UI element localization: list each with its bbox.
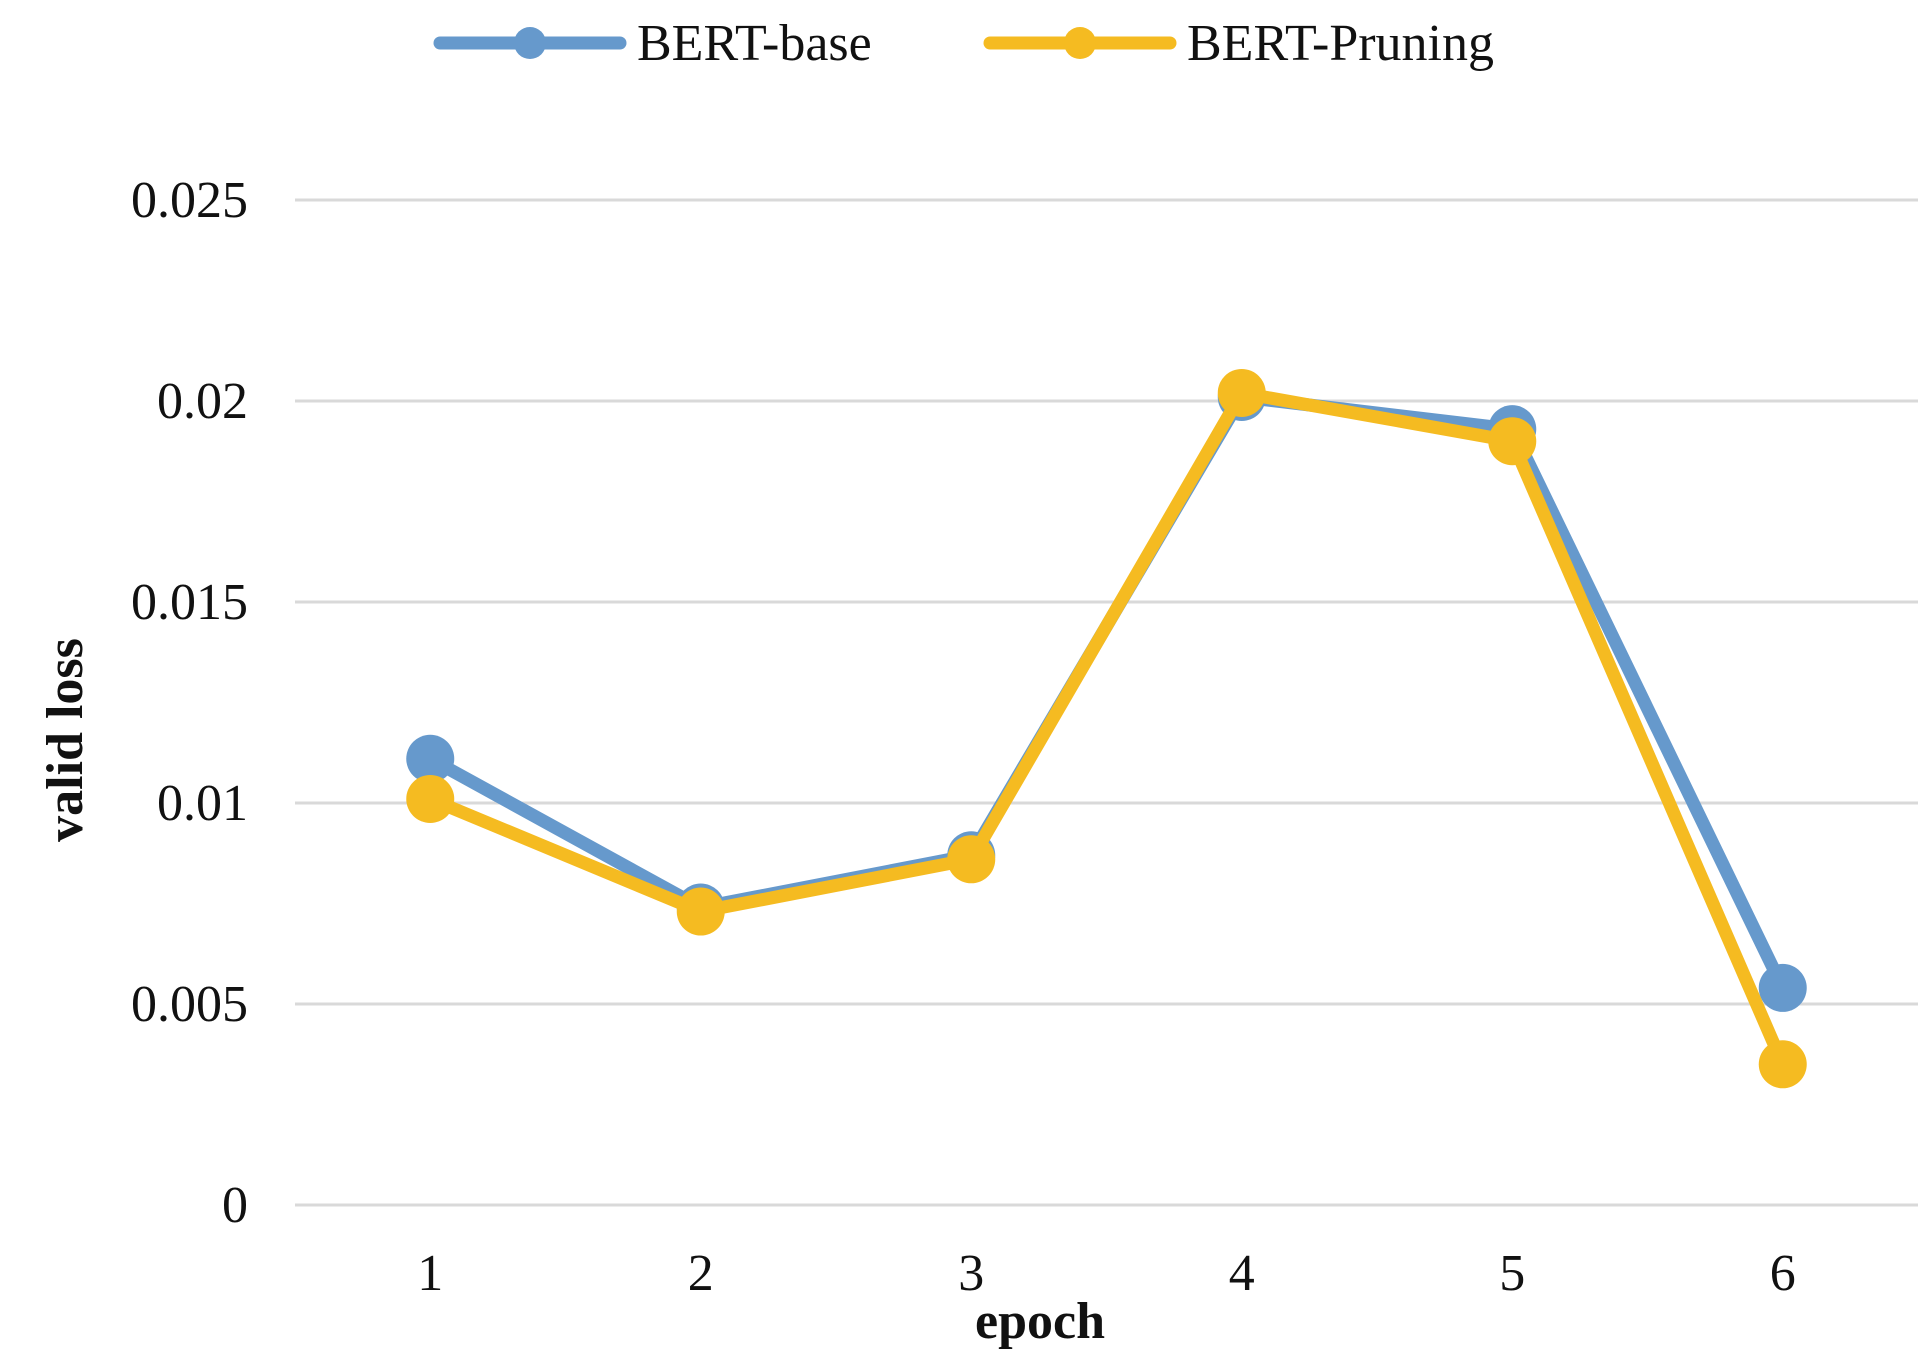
x-tick-label: 6 (1770, 1245, 1796, 1302)
series-line (423, 386, 1790, 1071)
y-tick-label: 0.015 (131, 574, 248, 631)
data-point (676, 887, 725, 936)
legend-label: BERT-base (637, 15, 872, 72)
data-point (406, 734, 455, 783)
data-point (1488, 417, 1537, 466)
legend-item: BERT-Pruning (983, 15, 1494, 72)
legend-label: BERT-Pruning (1187, 15, 1494, 72)
y-tick-label: 0.02 (157, 373, 248, 430)
x-axis-title: epoch (975, 1293, 1105, 1350)
gridlines (295, 198, 1918, 1207)
series-2 (406, 368, 1807, 1089)
legend-item: BERT-base (433, 15, 872, 72)
data-point (947, 835, 996, 884)
x-tick-label: 2 (688, 1245, 714, 1302)
data-point (406, 774, 455, 823)
legend: BERT-base BERT-Pruning (433, 15, 1494, 72)
series-1 (406, 372, 1807, 1012)
legend-swatch-marker (514, 27, 546, 59)
y-tick-label: 0.01 (157, 775, 248, 832)
x-tick-label: 1 (417, 1245, 443, 1302)
legend-swatch-marker (1064, 27, 1096, 59)
y-tick-label: 0 (222, 1177, 248, 1234)
x-tick-label: 5 (1499, 1245, 1525, 1302)
x-tick-label: 4 (1229, 1245, 1255, 1302)
series-layer (406, 368, 1807, 1089)
x-axis-ticks: 1 2 3 4 5 6 (417, 1245, 1796, 1302)
data-point (1758, 963, 1807, 1012)
y-axis-ticks: 0 0.005 0.01 0.015 0.02 0.025 (131, 172, 248, 1234)
y-tick-label: 0.005 (131, 976, 248, 1033)
y-axis-title: valid loss (37, 638, 94, 842)
x-tick-label: 3 (958, 1245, 984, 1302)
data-point (1758, 1040, 1807, 1089)
y-tick-label: 0.025 (131, 172, 248, 229)
series-line (423, 390, 1790, 995)
data-point (1217, 368, 1266, 417)
